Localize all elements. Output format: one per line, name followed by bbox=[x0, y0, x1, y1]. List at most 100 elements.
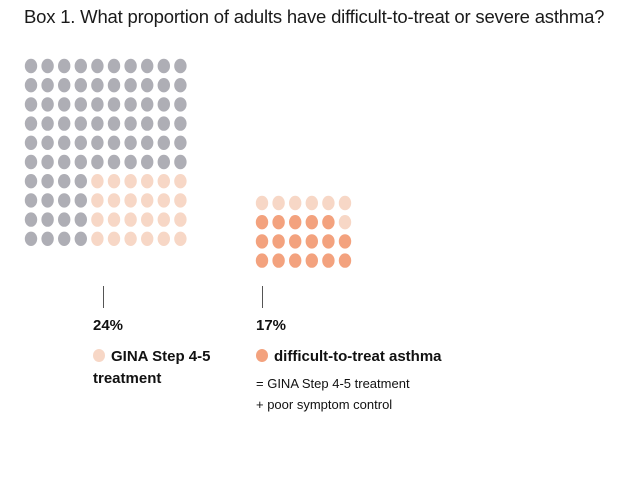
highlight-dot bbox=[124, 212, 137, 227]
population-dot bbox=[74, 154, 88, 170]
highlight-dot bbox=[141, 193, 154, 208]
population-dot bbox=[124, 78, 137, 93]
population-dot bbox=[24, 174, 38, 189]
population-dot bbox=[41, 97, 54, 112]
right-legend-label: difficult-to-treat asthma bbox=[274, 348, 442, 365]
highlight-dot bbox=[91, 231, 104, 246]
population-dot bbox=[24, 135, 38, 150]
population-dot bbox=[157, 58, 170, 74]
population-dot bbox=[141, 97, 154, 112]
left-legend-label: GINA Step 4-5 treatment bbox=[93, 348, 211, 387]
population-dot bbox=[107, 78, 121, 93]
population-dot bbox=[24, 193, 38, 208]
population-dot bbox=[174, 97, 187, 112]
population-dot bbox=[57, 58, 71, 74]
population-dot bbox=[74, 135, 88, 150]
difficult-asthma-dot bbox=[272, 253, 285, 268]
difficult-asthma-dot bbox=[338, 253, 352, 268]
population-dot bbox=[24, 212, 38, 227]
population-dot bbox=[107, 116, 121, 131]
right-pointer-line bbox=[262, 286, 263, 308]
step45-dot bbox=[272, 195, 285, 211]
population-dot bbox=[57, 97, 71, 112]
highlight-dot bbox=[141, 174, 154, 189]
highlight-dot bbox=[157, 212, 170, 227]
population-dot bbox=[41, 231, 54, 246]
light-peach-dot-icon bbox=[93, 349, 105, 362]
population-dot bbox=[174, 78, 187, 93]
population-dot bbox=[141, 116, 154, 131]
population-dot bbox=[74, 193, 88, 208]
difficult-asthma-dot bbox=[289, 215, 302, 230]
population-dot bbox=[91, 154, 104, 170]
difficult-asthma-dot bbox=[255, 215, 269, 230]
note-line-1: = GINA Step 4-5 treatment bbox=[256, 376, 410, 391]
difficult-asthma-dot bbox=[305, 253, 318, 268]
difficult-asthma-dot bbox=[272, 234, 285, 249]
population-dot bbox=[141, 154, 154, 170]
population-dot bbox=[124, 154, 137, 170]
highlight-dot bbox=[157, 231, 170, 246]
orange-dot-icon bbox=[256, 349, 268, 362]
population-dot bbox=[41, 174, 54, 189]
step45-dot bbox=[322, 195, 335, 211]
difficult-asthma-dot bbox=[322, 253, 335, 268]
population-dot bbox=[141, 58, 154, 74]
population-dot bbox=[157, 154, 170, 170]
highlight-dot bbox=[157, 193, 170, 208]
population-dot bbox=[41, 193, 54, 208]
population-dot bbox=[91, 58, 104, 74]
difficult-asthma-dot bbox=[305, 234, 318, 249]
population-dot bbox=[124, 116, 137, 131]
population-dot bbox=[124, 58, 137, 74]
highlight-dot bbox=[141, 212, 154, 227]
population-dot bbox=[74, 212, 88, 227]
population-dot bbox=[24, 78, 38, 93]
population-dot bbox=[174, 135, 187, 150]
population-dot bbox=[57, 154, 71, 170]
population-dot bbox=[74, 231, 88, 246]
step45-dot bbox=[338, 195, 352, 211]
difficult-asthma-dot bbox=[322, 234, 335, 249]
difficult-asthma-dot bbox=[255, 234, 269, 249]
highlight-dot bbox=[174, 193, 187, 208]
population-dot bbox=[24, 97, 38, 112]
population-dot bbox=[41, 58, 54, 74]
population-dot bbox=[157, 116, 170, 131]
highlight-dot bbox=[107, 193, 121, 208]
population-dot bbox=[41, 116, 54, 131]
note-line-2: + poor symptom control bbox=[256, 397, 393, 412]
population-dot bbox=[107, 58, 121, 74]
population-dot bbox=[57, 193, 71, 208]
population-dot bbox=[157, 97, 170, 112]
population-dot bbox=[57, 135, 71, 150]
left-percent: 24% bbox=[93, 317, 124, 334]
population-dot bbox=[24, 116, 38, 131]
population-dot bbox=[91, 97, 104, 112]
highlight-dot bbox=[174, 212, 187, 227]
population-dot bbox=[124, 97, 137, 112]
population-dot bbox=[57, 231, 71, 246]
right-note: = GINA Step 4-5 treatment + poor symptom… bbox=[256, 373, 410, 415]
highlight-dot bbox=[141, 231, 154, 246]
difficult-asthma-dot bbox=[289, 234, 302, 249]
difficult-asthma-dot bbox=[289, 253, 302, 268]
step45-dot bbox=[338, 215, 352, 230]
population-dot bbox=[74, 174, 88, 189]
difficult-asthma-dot bbox=[255, 253, 269, 268]
population-dot bbox=[174, 116, 187, 131]
highlight-dot bbox=[157, 174, 170, 189]
population-dot bbox=[41, 212, 54, 227]
right-legend: difficult-to-treat asthma bbox=[256, 346, 442, 368]
population-dot bbox=[174, 58, 187, 74]
population-dot bbox=[141, 78, 154, 93]
highlight-dot bbox=[107, 174, 121, 189]
step45-dot bbox=[255, 195, 269, 211]
population-dot bbox=[74, 78, 88, 93]
population-dot bbox=[57, 212, 71, 227]
population-dot bbox=[74, 97, 88, 112]
step45-dot bbox=[289, 195, 302, 211]
highlight-dot bbox=[107, 212, 121, 227]
highlight-dot bbox=[91, 212, 104, 227]
